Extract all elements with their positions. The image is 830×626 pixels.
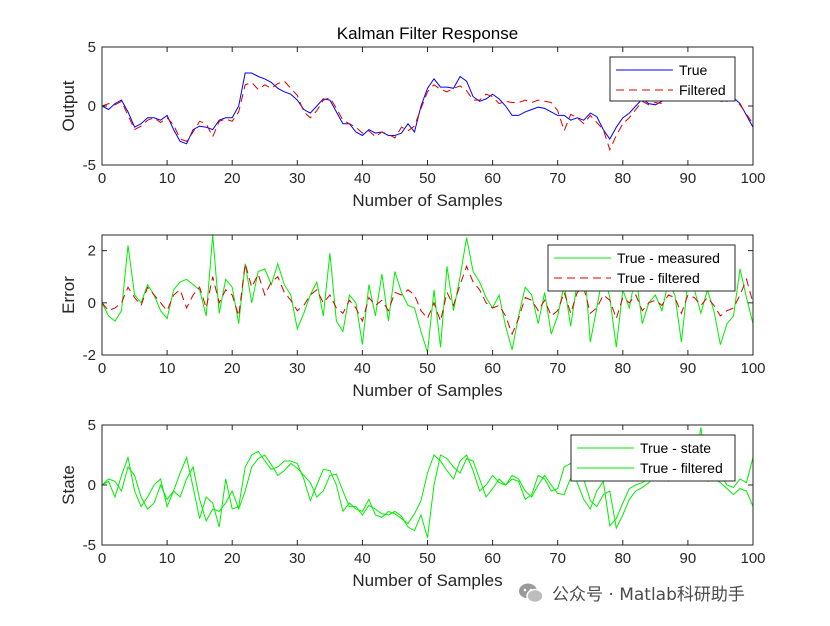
x-tick-label: 20	[224, 360, 241, 377]
x-axis-label: Number of Samples	[352, 191, 502, 210]
legend-label: Filtered	[679, 82, 726, 98]
x-tick-label: 10	[159, 360, 176, 377]
legend-label: True - filtered	[640, 460, 723, 476]
wechat-icon	[519, 583, 544, 603]
series-line-filtered	[102, 80, 753, 152]
x-tick-label: 20	[224, 550, 241, 567]
legend: True Filtered	[609, 56, 736, 102]
y-tick-label: 2	[88, 243, 96, 260]
y-tick-label: 5	[88, 417, 96, 434]
x-tick-label: 30	[289, 360, 306, 377]
legend: True - measured True - filtered	[547, 244, 736, 292]
legend: True - state True - filtered	[570, 434, 736, 482]
watermark-text: 公众号 · Matlab科研助手	[552, 585, 745, 605]
x-tick-label: 80	[614, 360, 631, 377]
x-tick-label: 70	[549, 360, 566, 377]
y-axis-label: Output	[59, 80, 78, 131]
y-tick-label: 0	[88, 98, 96, 115]
x-tick-label: 30	[289, 550, 306, 567]
legend-label: True - measured	[617, 250, 720, 266]
series-line-true-filtered	[102, 454, 753, 538]
legend-box	[547, 244, 736, 292]
x-tick-label: 70	[549, 170, 566, 187]
x-tick-label: 100	[740, 360, 765, 377]
y-tick-label: -5	[83, 537, 96, 554]
x-tick-label: 10	[159, 170, 176, 187]
y-axis-label: Error	[59, 276, 78, 314]
x-tick-label: 50	[419, 170, 436, 187]
x-tick-label: 40	[354, 550, 371, 567]
x-tick-label: 90	[680, 360, 697, 377]
x-tick-label: 100	[740, 550, 765, 567]
x-axis-label: Number of Samples	[352, 571, 502, 590]
x-tick-label: 50	[419, 550, 436, 567]
x-tick-label: 40	[354, 170, 371, 187]
x-tick-label: 80	[614, 170, 631, 187]
x-tick-label: 30	[289, 170, 306, 187]
x-tick-label: 80	[614, 550, 631, 567]
legend-label: True	[679, 62, 707, 78]
watermark: 公众号 · Matlab科研助手	[518, 580, 745, 605]
x-tick-label: 40	[354, 360, 371, 377]
legend-box	[609, 56, 736, 102]
x-tick-label: 60	[484, 170, 501, 187]
series-line-true-filtered	[102, 263, 753, 336]
x-tick-label: 100	[740, 170, 765, 187]
x-tick-label: 20	[224, 170, 241, 187]
y-tick-label: -5	[83, 157, 96, 174]
x-tick-label: 10	[159, 550, 176, 567]
chart-title: Kalman Filter Response	[337, 24, 518, 43]
legend-label: True - state	[640, 440, 711, 456]
x-tick-label: 90	[680, 170, 697, 187]
x-tick-label: 60	[484, 360, 501, 377]
x-tick-label: 90	[680, 550, 697, 567]
x-tick-label: 60	[484, 550, 501, 567]
legend-label: True - filtered	[617, 270, 700, 286]
x-tick-label: 0	[98, 170, 106, 187]
legend-box	[570, 434, 736, 482]
y-tick-label: 0	[88, 477, 96, 494]
x-tick-label: 0	[98, 550, 106, 567]
x-tick-label: 0	[98, 360, 106, 377]
x-axis-label: Number of Samples	[352, 381, 502, 400]
y-tick-label: -2	[83, 347, 96, 364]
y-axis-label: State	[59, 465, 78, 505]
x-tick-label: 70	[549, 550, 566, 567]
x-tick-label: 50	[419, 360, 436, 377]
y-tick-label: 5	[88, 39, 96, 56]
y-tick-label: 0	[88, 295, 96, 312]
